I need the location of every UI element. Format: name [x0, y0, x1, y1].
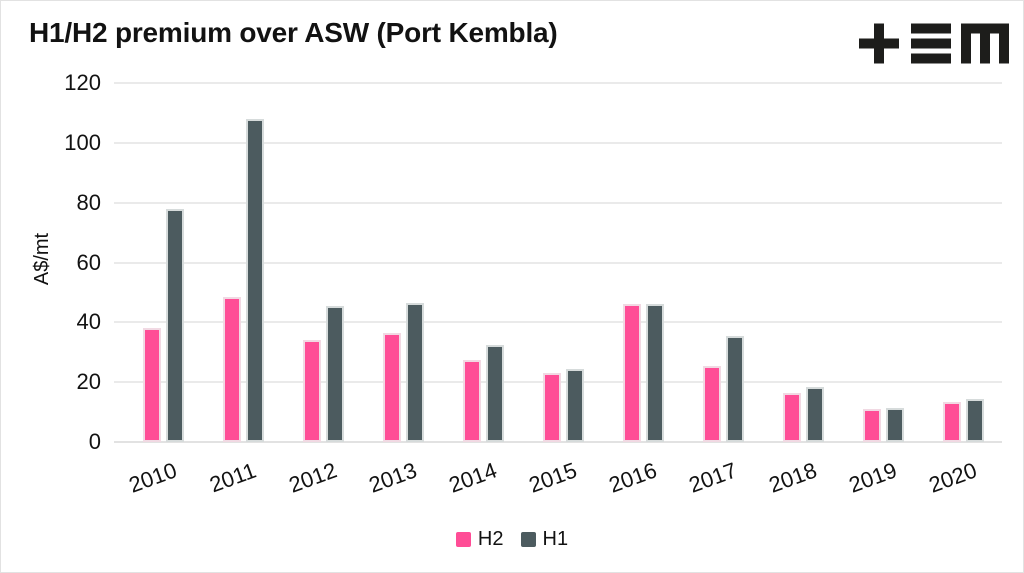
bar-h1-2014	[485, 344, 504, 442]
bar-h2-2020	[942, 401, 961, 442]
bar-h2-2015	[542, 373, 561, 442]
legend-swatch-h2	[455, 532, 471, 547]
bar-h1-2012	[325, 305, 344, 442]
gridline-40	[114, 321, 1002, 324]
legend-item-h2: H2	[455, 528, 504, 551]
chart-title: H1/H2 premium over ASW (Port Kembla)	[29, 17, 558, 48]
bar-h1-2015	[565, 368, 584, 442]
bar-h2-2010	[142, 328, 161, 442]
gridline-120	[114, 82, 1002, 84]
bar-h2-2017	[702, 365, 721, 442]
legend-item-h1: H1	[520, 528, 569, 551]
gridline-100	[114, 141, 1002, 144]
y-tick-label-0: 0	[88, 429, 101, 454]
legend-label-h1: H1	[542, 528, 569, 550]
plus-equals-m-logo	[859, 23, 1009, 64]
gridline-60	[114, 261, 1002, 264]
bar-h1-2013	[405, 302, 424, 442]
y-tick-label-120: 120	[64, 70, 101, 95]
gridline-80	[114, 201, 1002, 204]
bar-h1-2019	[885, 407, 904, 442]
legend-swatch-h1	[520, 532, 536, 547]
bar-h2-2013	[382, 332, 401, 442]
bar-h1-2011	[245, 118, 264, 442]
bar-h2-2016	[622, 304, 641, 442]
y-tick-label-40: 40	[76, 309, 101, 335]
bar-h2-2014	[462, 359, 481, 442]
legend: H2 H1	[1, 528, 1023, 551]
bar-h1-2020	[965, 398, 984, 442]
bar-h1-2010	[165, 208, 184, 442]
bar-h1-2018	[805, 386, 824, 442]
bar-h2-2018	[782, 392, 801, 442]
bar-h2-2019	[862, 409, 881, 442]
bar-h2-2012	[302, 340, 321, 442]
gridline-0	[114, 441, 1002, 443]
y-tick-label-60: 60	[76, 249, 101, 275]
legend-label-h2: H2	[477, 528, 504, 550]
y-tick-label-20: 20	[76, 369, 101, 395]
y-tick-label-100: 100	[64, 129, 101, 155]
bar-h2-2011	[222, 296, 241, 442]
bar-h1-2017	[725, 335, 744, 442]
y-tick-label-80: 80	[76, 189, 101, 215]
bar-h1-2016	[645, 304, 664, 442]
